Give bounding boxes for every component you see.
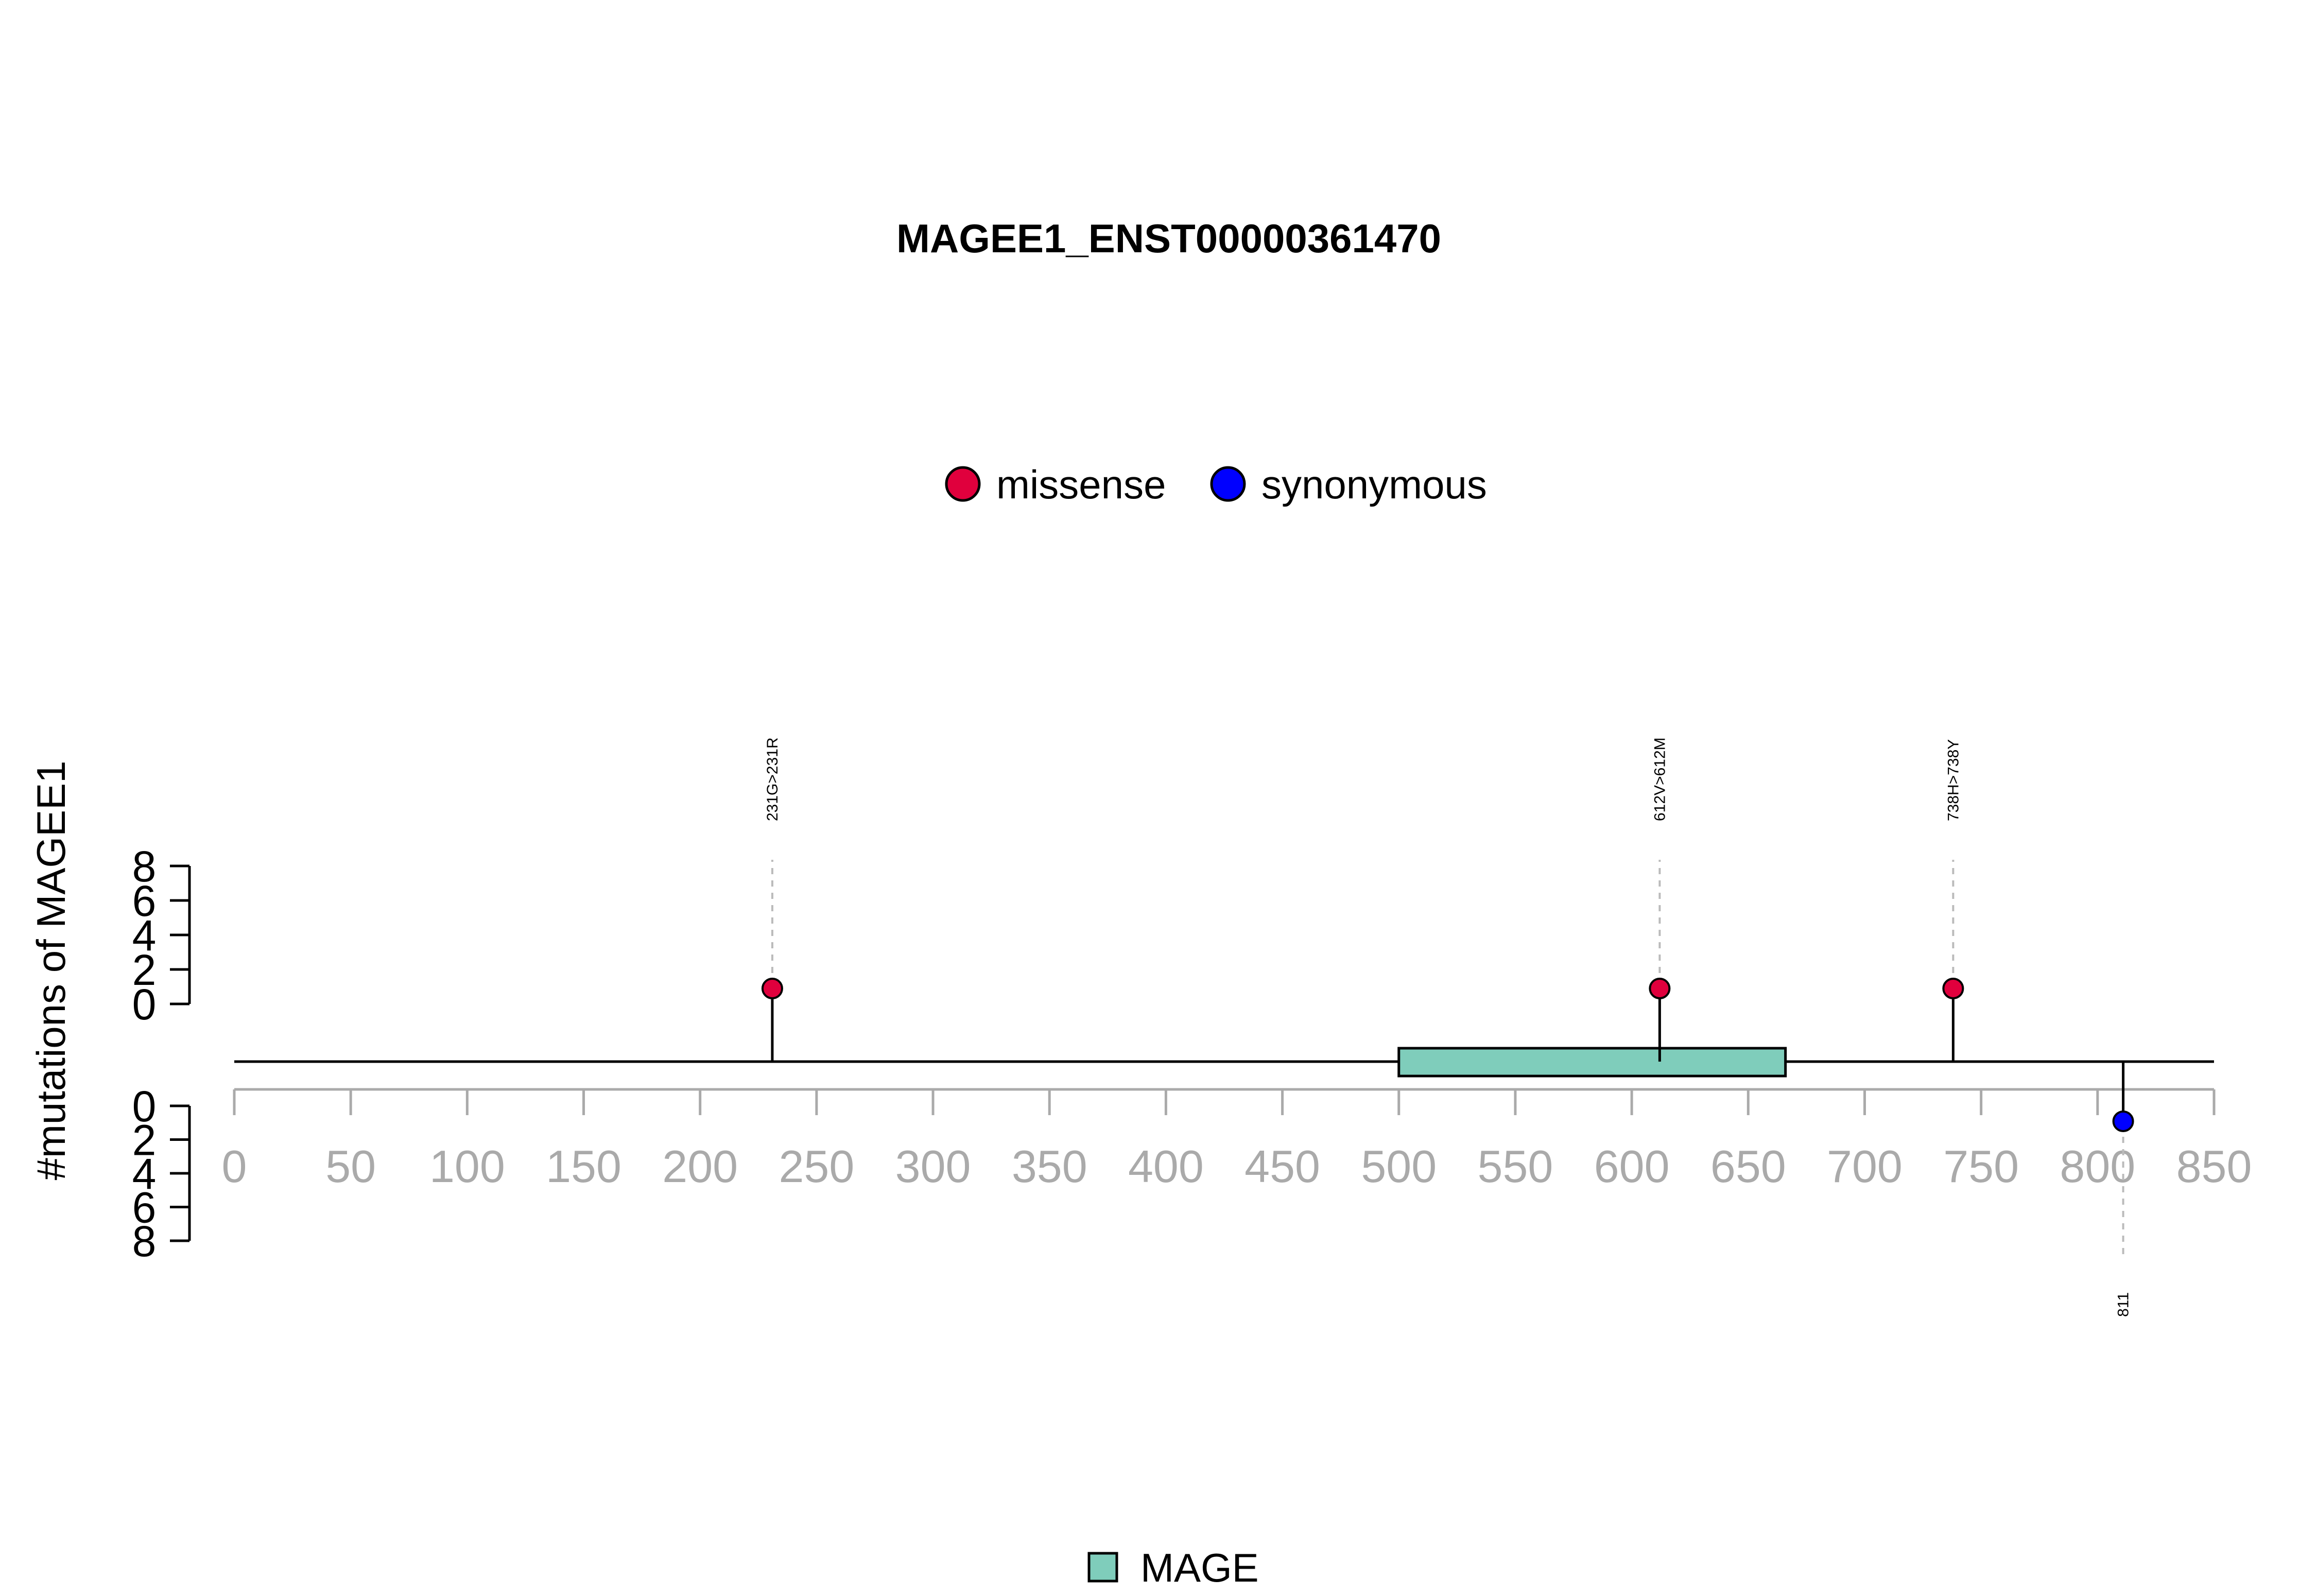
mutation-head-missense [1942, 978, 1964, 999]
domain-legend-swatch-MAGE [1087, 1552, 1118, 1583]
x-tick-label: 450 [1244, 1141, 1320, 1192]
legend-label-missense: missense [996, 462, 1166, 507]
x-tick-label: 250 [779, 1141, 854, 1192]
x-tick-label: 150 [546, 1141, 621, 1192]
legend-marker-synonymous [1210, 466, 1246, 502]
x-tick-label: 0 [222, 1141, 247, 1192]
domain-legend: MAGE [1087, 1545, 1259, 1590]
x-tick-label: 50 [325, 1141, 376, 1192]
mutation-label: 738H>738Y [1945, 739, 1962, 821]
x-axis: 0 50 100 150 200 250 300 350 400 450 500 550 600 650 7… [222, 1088, 2252, 1192]
x-tick-label: 650 [1710, 1141, 1786, 1192]
x-tick-label: 550 [1478, 1141, 1553, 1192]
x-tick-label: 350 [1012, 1141, 1087, 1192]
mutation-head-missense [1649, 978, 1671, 999]
count-tick-label-top: 2 [132, 946, 157, 994]
x-tick-label: 300 [895, 1141, 971, 1192]
x-tick-label: 100 [429, 1141, 505, 1192]
legend-marker-missense [945, 466, 981, 502]
x-tick-label: 200 [662, 1141, 738, 1192]
x-tick-label: 850 [2176, 1141, 2252, 1192]
count-tick-label-bottom: 8 [132, 1217, 157, 1265]
mutation-type-legend: missense synonymous [945, 462, 1487, 507]
x-tick-label: 750 [1943, 1141, 2019, 1192]
domain-layer [1397, 1047, 1787, 1078]
x-tick-label: 600 [1594, 1141, 1670, 1192]
count-tick-label-bottom: 6 [132, 1184, 157, 1232]
count-tick-label-bottom: 2 [132, 1116, 157, 1165]
chart-title: MAGEE1_ENST00000361470 [896, 216, 1441, 261]
mutation-layer: 231G>231R 612V>612M 738H>738Y 811 [761, 737, 2134, 1317]
count-tick-label-top: 4 [132, 911, 157, 960]
mutation-label: 612V>612M [1651, 737, 1668, 821]
mutation-head-synonymous [2112, 1111, 2134, 1132]
x-tick-label: 400 [1128, 1141, 1204, 1192]
x-tick-label: 700 [1827, 1141, 1903, 1192]
domain-MAGE [1397, 1047, 1787, 1078]
mutation-head-missense [761, 978, 783, 999]
domain-legend-label-MAGE: MAGE [1140, 1545, 1259, 1590]
y-axis-label: #mutations of MAGEE1 [28, 760, 74, 1180]
legend-label-synonymous: synonymous [1261, 462, 1487, 507]
count-tick-label-bottom: 0 [132, 1082, 157, 1131]
x-tick-label: 500 [1361, 1141, 1437, 1192]
count-tick-label-top: 6 [132, 877, 157, 925]
count-tick-label-top: 8 [132, 842, 157, 891]
count-tick-label-bottom: 4 [132, 1150, 157, 1198]
mutation-label: 231G>231R [764, 737, 781, 821]
count-tick-label-top: 0 [132, 980, 157, 1029]
mutation-label: 811 [2115, 1292, 2132, 1317]
